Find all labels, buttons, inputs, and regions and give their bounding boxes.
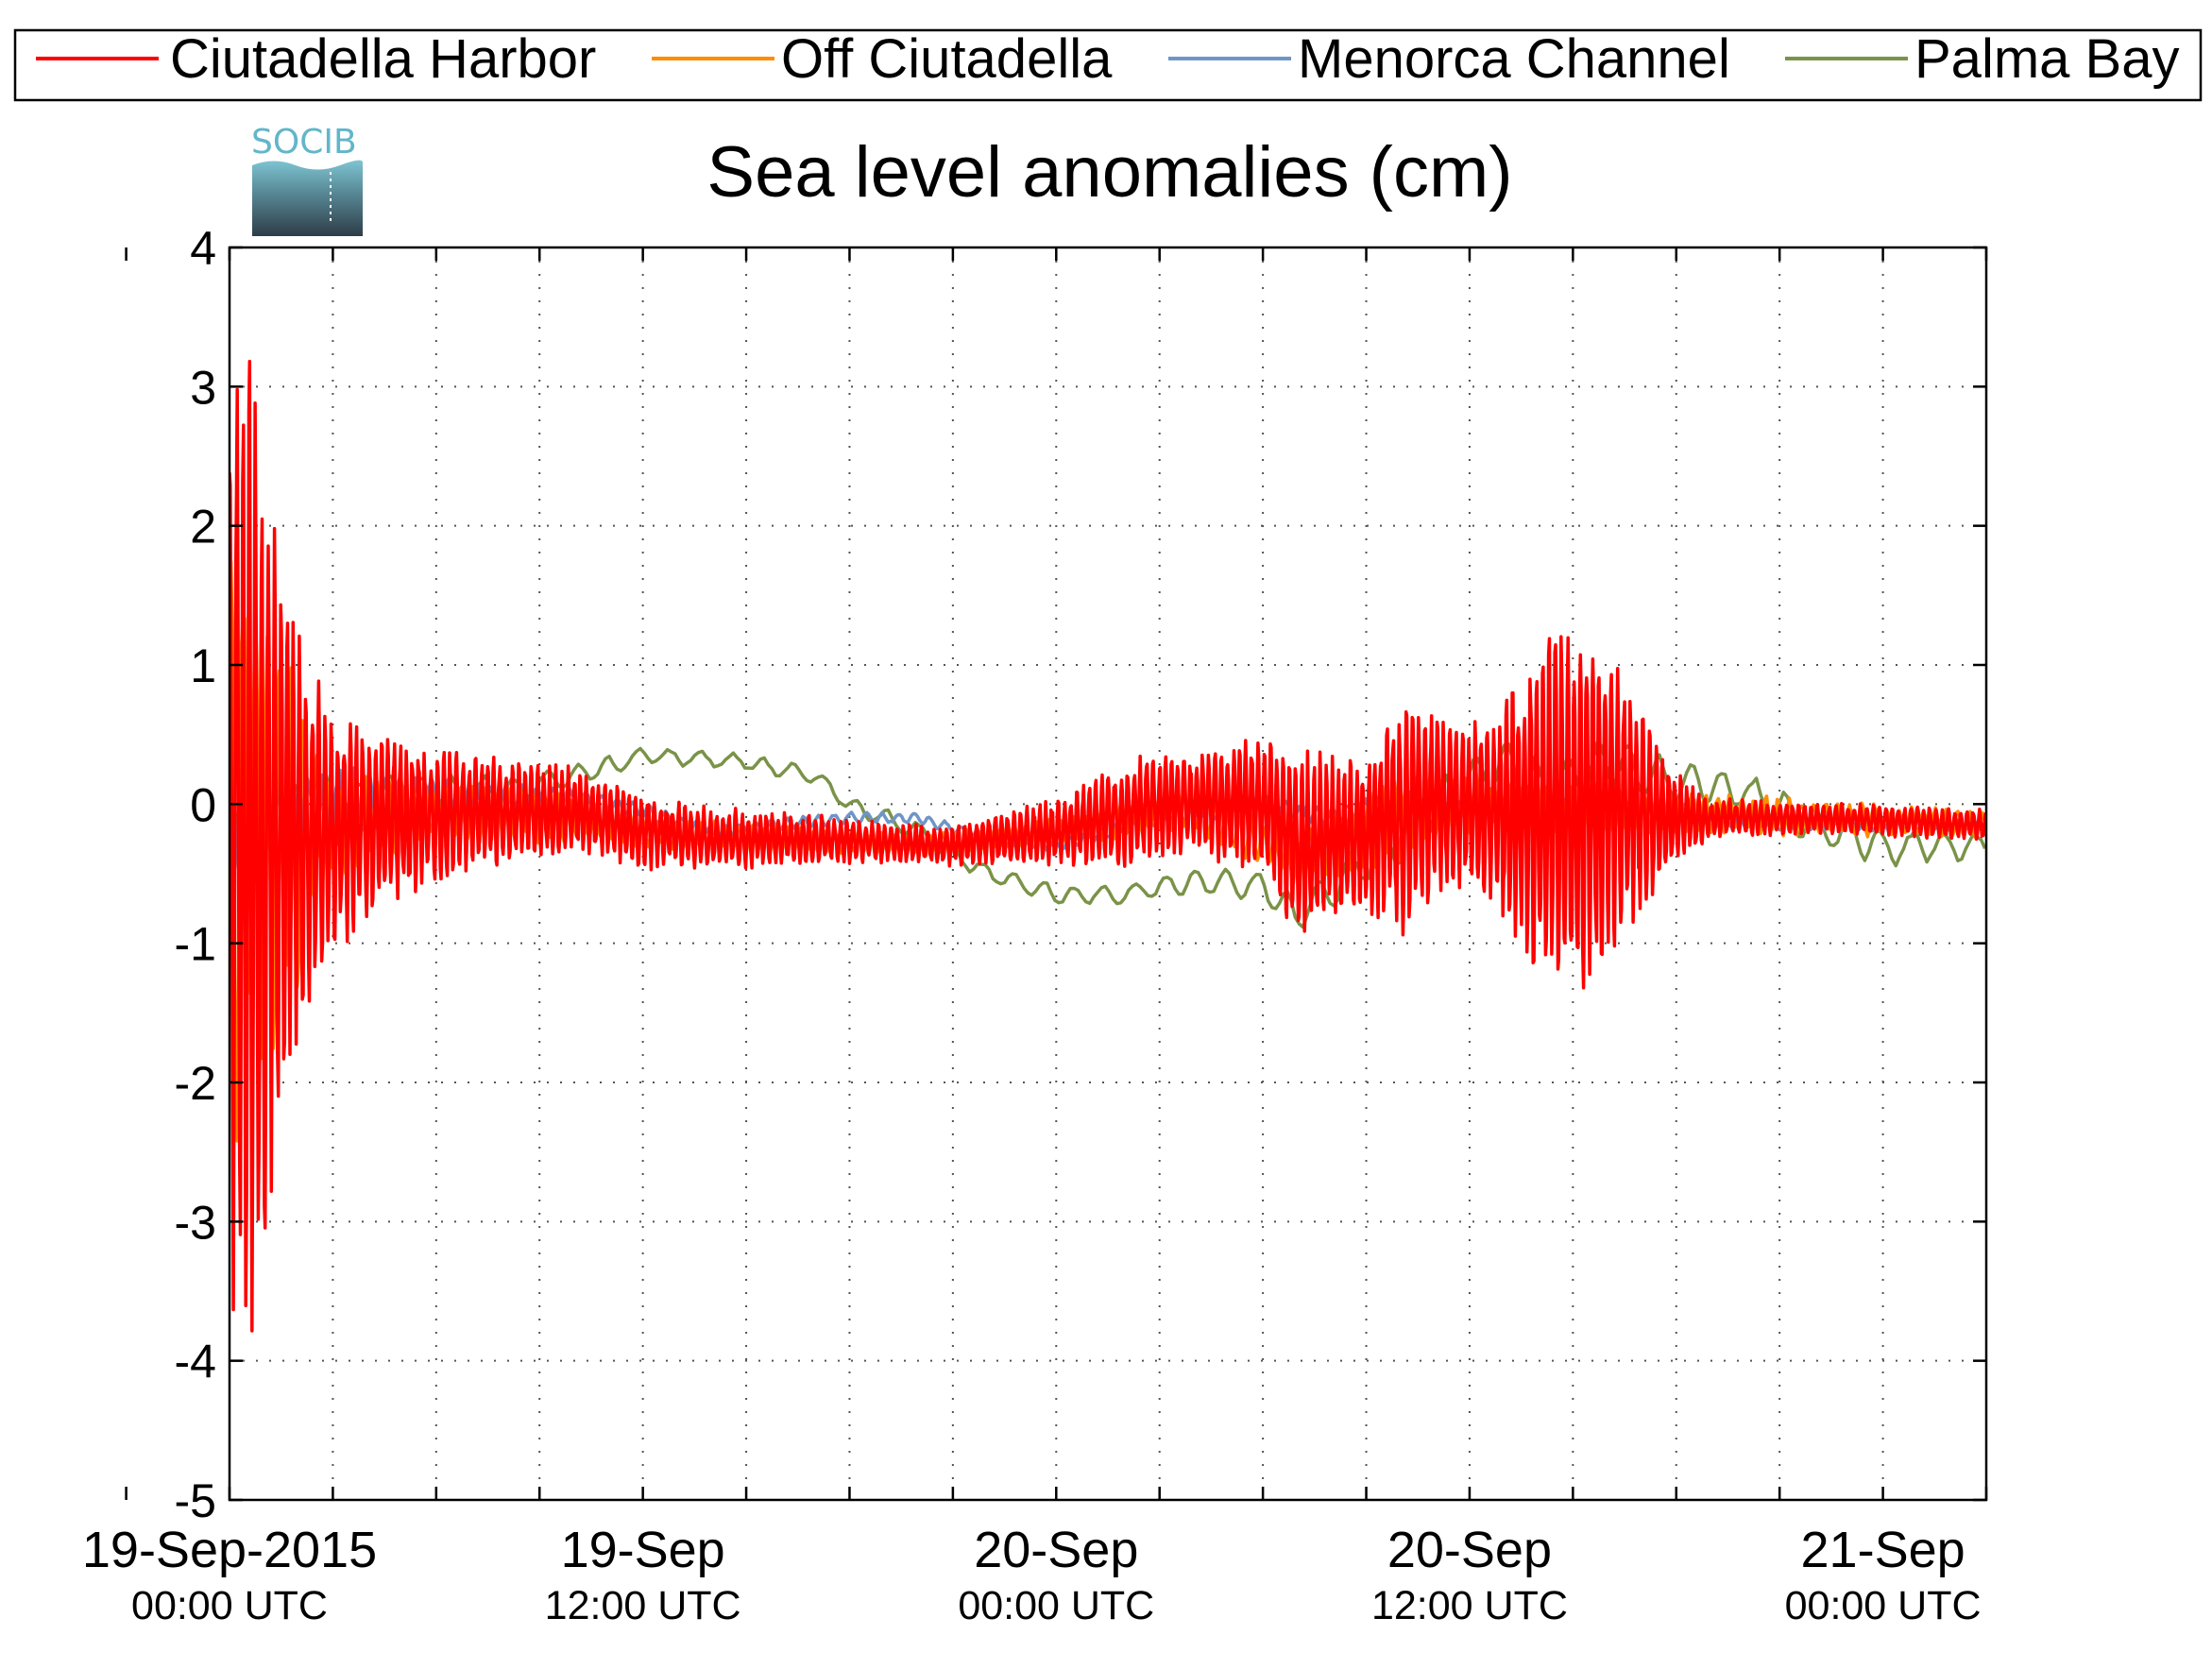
socib-logo: SOCIB (251, 123, 363, 236)
x-tick-label-date: 21-Sep (1801, 1522, 1965, 1578)
y-tick-label: -2 (175, 1057, 216, 1110)
x-tick-label-date: 19-Sep (561, 1522, 725, 1578)
y-tick-label: -5 (175, 1474, 216, 1527)
y-tick-label: -1 (175, 918, 216, 971)
legend-box (13, 28, 2203, 102)
y-tick-label: 3 (190, 361, 216, 414)
legend-entry-ciutadella-harbor: Ciutadella Harbor (170, 28, 596, 90)
axis-labels: 4 3 2 1 0 -1 -2 -3 -4 -519-Sep-2015 00:00 UTC 19-Se… (82, 222, 1982, 1628)
y-tick-label: 0 (190, 778, 216, 831)
x-tick-label-date: 20-Sep (1387, 1522, 1552, 1578)
series-layer (230, 359, 1986, 1333)
y-tick-label: 2 (190, 501, 216, 553)
x-tick-label-time: 00:00 UTC (958, 1583, 1154, 1628)
x-tick-label-time: 12:00 UTC (1371, 1583, 1568, 1628)
chart-title: Sea level anomalies (cm) (706, 132, 1512, 213)
plot-area (125, 246, 1988, 1502)
logo-wave (252, 160, 363, 236)
series-line-ciutadella-harbor (230, 359, 1986, 1333)
x-tick-label-time: 12:00 UTC (545, 1583, 741, 1628)
x-tick-label-time: 00:00 UTC (1785, 1583, 1982, 1628)
legend-entry-off-ciutadella: Off Ciutadella (781, 28, 1113, 90)
logo-text: SOCIB (251, 123, 357, 162)
legend-entry-menorca-channel: Menorca Channel (1298, 28, 1730, 90)
legend-entry-palma-bay: Palma Bay (1914, 28, 2179, 90)
plot-background (230, 247, 1986, 1500)
y-tick-label: 4 (190, 222, 216, 275)
y-tick-label: -3 (175, 1196, 216, 1249)
x-tick-label-date: 19-Sep-2015 (82, 1522, 377, 1578)
y-tick-label: -4 (175, 1336, 216, 1388)
x-tick-label-time: 00:00 UTC (131, 1583, 328, 1628)
x-tick-label-date: 20-Sep (974, 1522, 1138, 1578)
y-tick-label: 1 (190, 639, 216, 692)
legend: Ciutadella Harbor Off Ciutadella Menorca… (13, 28, 2203, 102)
plot-frame (228, 246, 1988, 1502)
